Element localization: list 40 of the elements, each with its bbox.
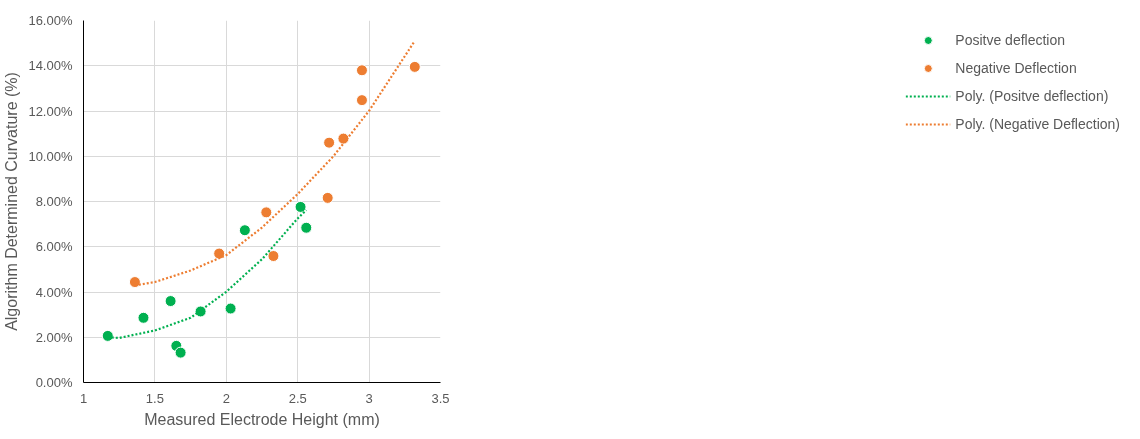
point <box>260 206 273 219</box>
x-tick-label: 2 <box>222 390 230 406</box>
point <box>267 250 280 263</box>
point <box>300 221 313 234</box>
y-tick-label: 16.00% <box>28 13 73 28</box>
y-axis-title: Algorithm Determined Curvature (%) <box>3 72 21 331</box>
legend-label: Poly. (Negative Deflection) <box>955 116 1120 132</box>
point <box>294 200 307 213</box>
point <box>213 247 226 260</box>
x-tick-label: 2.5 <box>288 390 307 406</box>
point <box>224 302 237 315</box>
point <box>174 346 187 359</box>
point <box>337 132 350 145</box>
x-tick-label: 1.5 <box>145 390 164 406</box>
x-tick-label: 1 <box>79 390 88 406</box>
y-tick-label: 0.00% <box>35 375 73 390</box>
point <box>321 191 334 204</box>
point <box>194 305 207 318</box>
y-tick-label: 12.00% <box>28 103 73 119</box>
x-tick-label: 3.5 <box>431 390 450 406</box>
y-tick-label: 6.00% <box>35 239 73 255</box>
y-tick-label: 14.00% <box>28 58 73 74</box>
point <box>408 60 421 73</box>
y-tick-label: 10.00% <box>28 148 73 164</box>
legend-label: Negative Deflection <box>955 60 1077 76</box>
point <box>128 276 141 289</box>
legend-label: Positve deflection <box>955 32 1066 48</box>
y-tick-label: 4.00% <box>35 284 73 300</box>
y-tick-label: 2.00% <box>35 329 73 345</box>
y-tick-label: 8.00% <box>35 194 73 209</box>
x-tick-label: 3 <box>365 390 373 406</box>
point <box>137 311 150 324</box>
legend-label: Poly. (Positve deflection) <box>955 88 1109 104</box>
point <box>101 329 114 342</box>
point <box>355 64 368 77</box>
point <box>323 136 336 149</box>
x-axis-title: Measured Electrode Height (mm) <box>144 410 380 428</box>
point <box>238 224 251 237</box>
point <box>355 94 368 107</box>
point <box>164 295 177 308</box>
